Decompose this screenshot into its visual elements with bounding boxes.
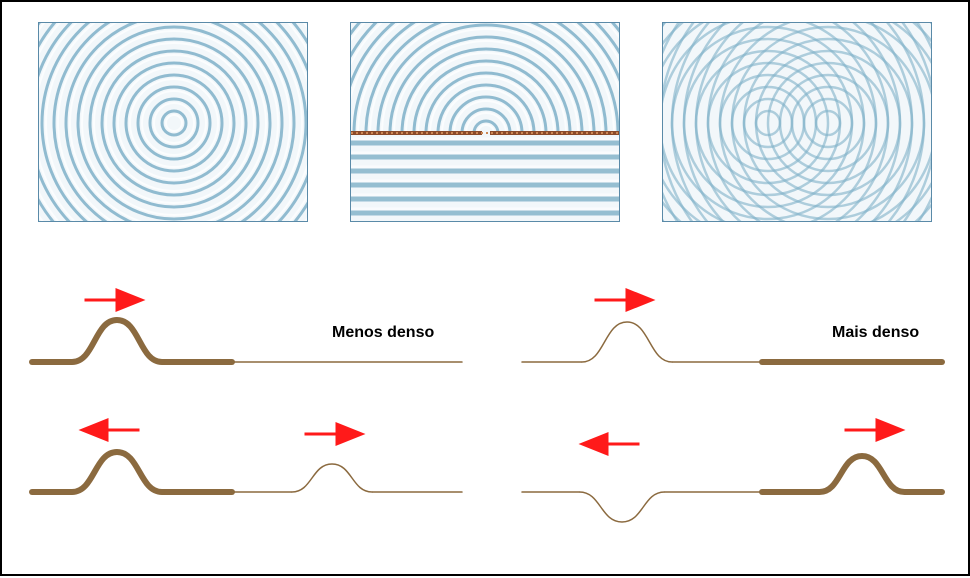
wave-panels-row bbox=[2, 2, 968, 232]
wave-panel-diffraction bbox=[350, 22, 620, 222]
label-more-dense: Mais denso bbox=[832, 324, 919, 342]
label-less-dense: Menos denso bbox=[332, 324, 434, 342]
wave-panel-circular bbox=[38, 22, 308, 222]
wave-panel-interference bbox=[662, 22, 932, 222]
